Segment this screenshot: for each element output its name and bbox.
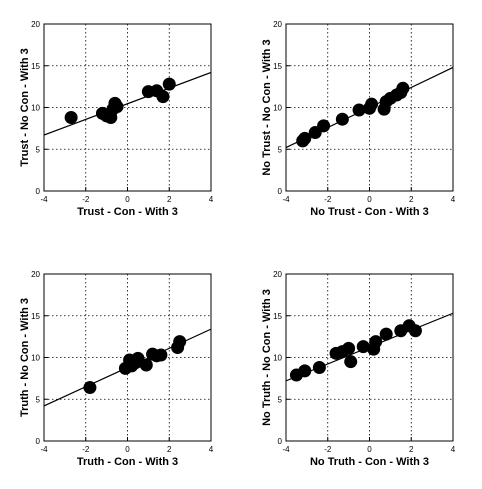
- y-tick-label: 0: [36, 437, 41, 446]
- data-point: [173, 335, 187, 349]
- data-point: [396, 81, 410, 95]
- x-tick-label: 2: [167, 195, 172, 204]
- y-axis-label: No Trust - No Con - With 3: [261, 39, 273, 175]
- y-axis-label: Trust - No Con - With 3: [19, 48, 31, 166]
- x-axis-label: Trust - Con - With 3: [77, 206, 178, 218]
- y-tick-label: 15: [273, 62, 282, 71]
- regression-line: [44, 71, 211, 136]
- y-tick-label: 15: [31, 312, 40, 321]
- y-tick-label: 5: [278, 395, 283, 404]
- x-tick-label: -2: [82, 195, 90, 204]
- scatter-panel-1: -4 -2 0 2 4 0 5 10 15 20 Trust - Con - With 3 Trust…: [19, 20, 214, 218]
- y-tick-label: 5: [278, 145, 283, 154]
- x-tick-label: -4: [40, 445, 48, 454]
- x-axis-label: Truth - Con - With 3: [77, 456, 178, 468]
- y-tick-label: 15: [31, 62, 40, 71]
- y-tick-label: 15: [273, 312, 282, 321]
- data-point: [154, 348, 168, 362]
- y-tick-label: 5: [36, 395, 41, 404]
- data-point: [156, 90, 170, 104]
- y-tick-label: 20: [273, 20, 282, 29]
- y-tick-label: 20: [273, 270, 282, 279]
- x-tick-label: -2: [324, 445, 332, 454]
- x-tick-label: -2: [324, 195, 332, 204]
- x-tick-label: 2: [167, 445, 172, 454]
- x-tick-label: 0: [367, 445, 372, 454]
- data-point: [369, 335, 383, 349]
- data-point: [298, 131, 312, 145]
- scatter-panel-4: -4 -2 0 2 4 0 5 10 15 20 No Truth - Con - With 3 No…: [261, 270, 456, 468]
- data-point: [335, 112, 349, 126]
- x-tick-label: 0: [125, 195, 130, 204]
- data-point: [379, 327, 393, 341]
- scatter-panel-3: -4 -2 0 2 4 0 5 10 15 20 Truth - Con - With 3 Truth…: [19, 270, 214, 468]
- data-point: [83, 381, 97, 395]
- x-tick-label: -4: [282, 445, 290, 454]
- data-point: [352, 103, 366, 117]
- y-tick-label: 10: [273, 354, 282, 363]
- x-tick-label: 2: [409, 195, 414, 204]
- y-tick-label: 10: [273, 104, 282, 113]
- y-tick-label: 0: [278, 437, 283, 446]
- data-point: [139, 358, 153, 372]
- y-tick-label: 0: [36, 187, 41, 196]
- x-axis-label: No Trust - Con - With 3: [310, 206, 428, 218]
- y-axis-label: Truth - No Con - With 3: [19, 298, 31, 417]
- x-tick-label: -4: [40, 195, 48, 204]
- data-point: [342, 341, 356, 355]
- y-tick-label: 20: [31, 20, 40, 29]
- x-tick-label: -2: [82, 445, 90, 454]
- data-point: [408, 324, 422, 338]
- data-point: [344, 355, 358, 369]
- data-point: [298, 364, 312, 378]
- y-tick-label: 5: [36, 145, 41, 154]
- data-point: [365, 97, 379, 111]
- data-point: [312, 361, 326, 375]
- data-point: [356, 340, 370, 354]
- x-tick-label: 2: [409, 445, 414, 454]
- y-tick-label: 10: [31, 354, 40, 363]
- data-point: [64, 111, 78, 125]
- x-tick-label: 4: [209, 445, 214, 454]
- data-point: [317, 119, 331, 133]
- x-tick-label: 4: [209, 195, 214, 204]
- y-tick-label: 10: [31, 104, 40, 113]
- y-tick-label: 0: [278, 187, 283, 196]
- data-point: [110, 100, 124, 114]
- x-tick-label: -4: [282, 195, 290, 204]
- x-axis-label: No Truth - Con - With 3: [310, 456, 429, 468]
- y-tick-label: 20: [31, 270, 40, 279]
- x-tick-label: 4: [451, 445, 456, 454]
- x-tick-label: 0: [125, 445, 130, 454]
- y-axis-label: No Truth - No Con - With 3: [261, 289, 273, 426]
- x-tick-label: 0: [367, 195, 372, 204]
- data-point: [162, 77, 176, 91]
- x-tick-label: 4: [451, 195, 456, 204]
- scatter-panel-2: -4 -2 0 2 4 0 5 10 15 20 No Trust - Con - With 3 No…: [261, 20, 456, 218]
